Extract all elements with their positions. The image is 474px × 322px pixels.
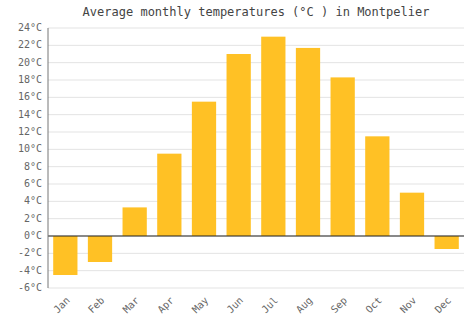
y-tick-label: 24°C [18,22,42,33]
grid-line [48,45,464,46]
bar [123,207,147,236]
x-tick-label: Aug [294,295,315,316]
y-axis-line [48,28,49,288]
y-tick-label: 6°C [24,178,42,189]
x-tick-label: Dec [433,295,454,316]
x-tick-label: Apr [155,295,176,316]
grid-line [48,97,464,98]
grid-line [48,114,464,115]
y-tick-label: 16°C [18,91,42,102]
y-tick-label: 14°C [18,109,42,120]
x-tick-label: Nov [398,295,419,316]
grid-line [48,62,464,63]
x-tick-label: Sep [329,295,350,316]
bar [157,154,181,236]
bar [53,236,77,275]
y-tick-label: 20°C [18,57,42,68]
bar [261,37,285,236]
bar [88,236,112,262]
grid-line [48,236,464,237]
y-tick-label: -2°C [18,247,42,258]
y-tick-label: 4°C [24,195,42,206]
y-tick-label: 2°C [24,213,42,224]
grid-line [48,149,464,150]
bar [227,54,251,236]
background [0,0,474,322]
y-tick-label: -4°C [18,265,42,276]
bar [365,136,389,236]
grid-line [48,80,464,81]
grid-line [48,184,464,185]
bar [400,193,424,236]
y-tick-label: -6°C [18,282,42,293]
y-tick-label: 8°C [24,161,42,172]
bar [192,102,216,236]
x-tick-label: Oct [363,295,384,316]
x-tick-label: May [190,295,211,316]
y-tick-label: 0°C [24,230,42,241]
baseline [48,235,464,236]
y-tick-label: 18°C [18,74,42,85]
y-tick-label: 10°C [18,143,42,154]
bar [435,236,459,249]
bars [53,37,459,275]
x-axis: Jan Feb Mar Apr May Jun Jul Aug Sep Oct Nov Dec [51,295,453,316]
grid [48,28,464,288]
x-tick-label: Jan [51,295,72,316]
bar [296,48,320,236]
grid-line [48,270,464,271]
x-tick-label: Jun [225,295,246,316]
chart: -6°C -4°C -2°C 0°C 2°C 4°C 6°C 8°C 10°C 12°C 14°C 1… [0,0,474,322]
grid-line [48,288,464,289]
x-tick-label: Jul [259,295,280,316]
grid-line [48,28,464,29]
x-tick-label: Feb [86,295,107,316]
grid-line [48,166,464,167]
y-axis: -6°C -4°C -2°C 0°C 2°C 4°C 6°C 8°C 10°C 12°C 14°C 1… [18,22,42,293]
bar [331,77,355,236]
title: Average monthly temperatures (°C ) in Mo… [83,5,430,19]
x-tick-label: Mar [121,295,142,316]
y-tick-label: 12°C [18,126,42,137]
y-tick-label: 22°C [18,39,42,50]
grid-line [48,132,464,133]
